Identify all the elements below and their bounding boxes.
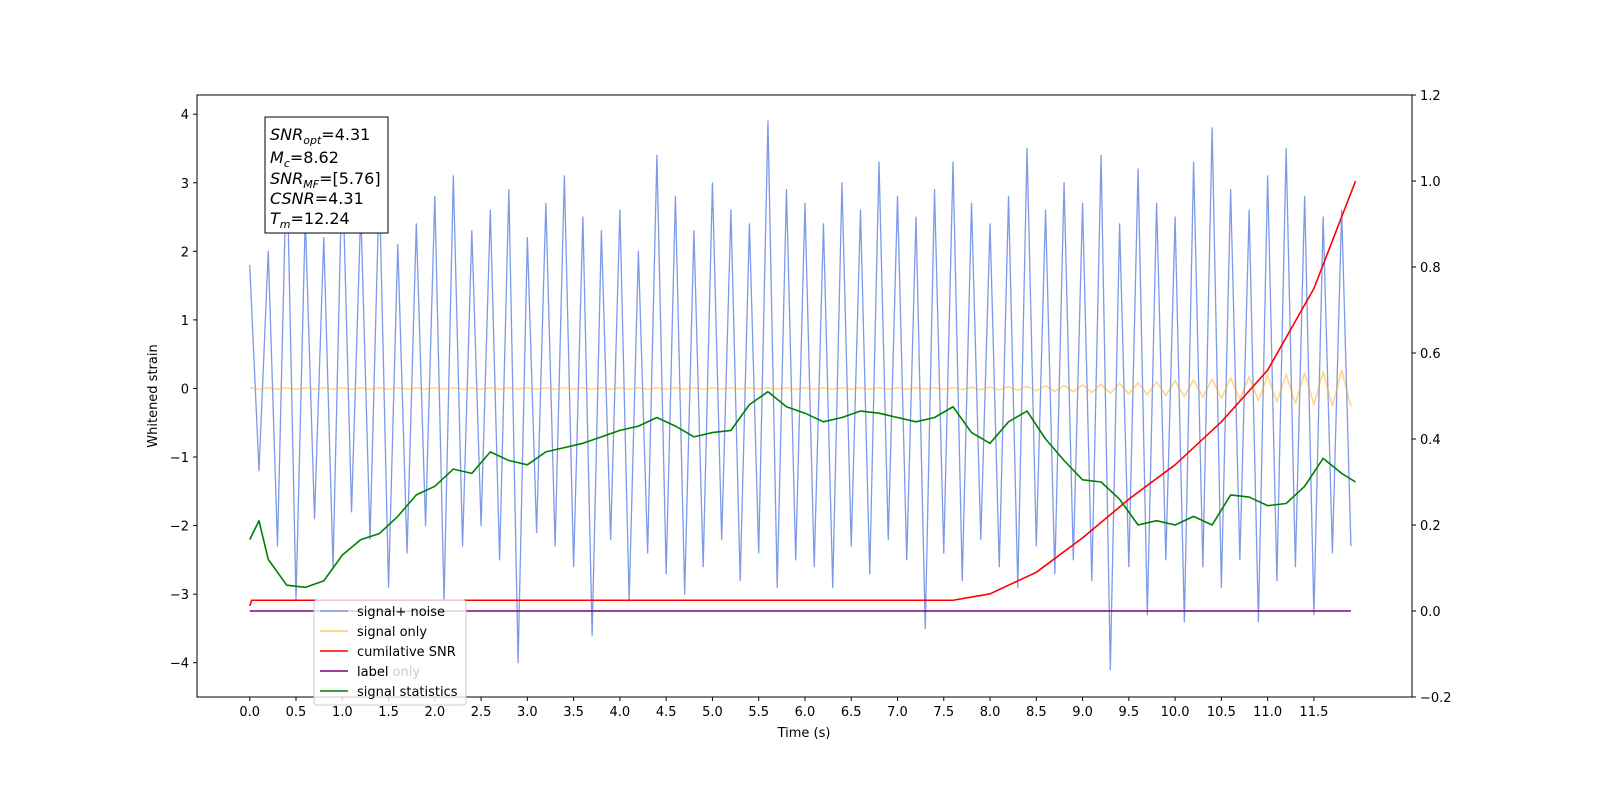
annotation: SNRopt=4.31 [270,125,370,147]
y2-tick-label: 1.2 [1420,89,1441,104]
y2-tick-label: 0.8 [1420,261,1441,276]
y-tick-label: 4 [181,108,189,123]
series-line [249,120,1352,671]
y-tick-label: −3 [170,588,189,603]
x-tick-label: 9.5 [1118,705,1139,720]
x-tick-label: 6.0 [795,705,816,720]
x-tick-label: 11.5 [1299,705,1328,720]
y2-tick-label: 0.6 [1420,347,1441,362]
x-tick-label: 6.5 [841,705,862,720]
y2-tick-label: 0.2 [1420,519,1441,534]
x-tick-label: 3.5 [563,705,584,720]
y2-tick-label: −0.2 [1420,691,1452,706]
legend-label: signal statistics [357,685,458,700]
legend-label: cumilative SNR [357,645,456,660]
x-axis-label: Time (s) [777,726,831,741]
annotation-symbol: SNR [270,125,303,144]
x-tick-label: 1.5 [378,705,399,720]
y2-tick-label: 0.4 [1420,433,1441,448]
series-line [248,180,1357,607]
annotation-text: =[5.76] [319,169,381,188]
x-tick-label: 5.5 [748,705,769,720]
x-tick-label: 9.0 [1072,705,1093,720]
legend-box [313,599,467,706]
legend-ghost: label only [357,665,420,680]
x-tick-label: 2.0 [424,705,445,720]
annotation-symbol: CSNR [270,189,315,208]
x-tick-label: 4.5 [656,705,677,720]
y-tick-label: 2 [181,245,189,260]
x-tick-label: 10.5 [1207,705,1236,720]
x-tick-label: 10.0 [1161,705,1190,720]
x-tick-label: 0.5 [286,705,307,720]
y-tick-label: −2 [170,520,189,535]
annotation: Tm=12.24 [270,209,350,231]
x-tick-label: 8.5 [1026,705,1047,720]
x-tick-label: 2.5 [471,705,492,720]
x-tick-label: 8.0 [980,705,1001,720]
x-tick-label: 11.0 [1253,705,1282,720]
annotation-text: =4.31 [321,125,370,144]
annotation-symbol: SNR [270,169,303,188]
annotation-subscript: MF [303,178,319,191]
y-axis-label: Whitened strain [146,344,161,447]
x-tick-label: 5.0 [702,705,723,720]
y-tick-label: 3 [181,177,189,192]
annotation: CSNR=4.31 [270,189,364,208]
annotation: Mc=8.62 [270,148,339,170]
y2-tick-label: 0.0 [1420,605,1441,620]
annotation-text: =4.31 [315,189,364,208]
x-tick-label: 7.5 [933,705,954,720]
annotation-subscript: m [280,218,291,231]
annotation-box [264,116,389,234]
x-tick-label: 3.0 [517,705,538,720]
annotation-symbol: T [270,209,281,228]
y-tick-label: −4 [170,657,189,672]
x-tick-label: 7.0 [887,705,908,720]
y2-tick-label: 1.0 [1420,175,1441,190]
legend-label: signal only [357,625,427,640]
annotation-text: =8.62 [290,148,339,167]
x-tick-label: 1.0 [332,705,353,720]
series-line [249,369,1352,408]
legend-label: signal+ noise [357,605,445,620]
annotation-symbol: M [270,148,284,167]
y-tick-label: 0 [181,382,189,397]
x-tick-label: 0.0 [239,705,260,720]
annotation: SNRMF=[5.76] [270,169,381,191]
x-tick-label: 4.0 [610,705,631,720]
annotation-subscript: c [284,157,290,170]
annotation-text: =12.24 [291,209,350,228]
series-line [249,390,1356,589]
y-tick-label: −1 [170,451,189,466]
legend-label: label [357,665,388,680]
annotation-subscript: opt [303,134,322,147]
y-tick-label: 1 [181,314,189,329]
